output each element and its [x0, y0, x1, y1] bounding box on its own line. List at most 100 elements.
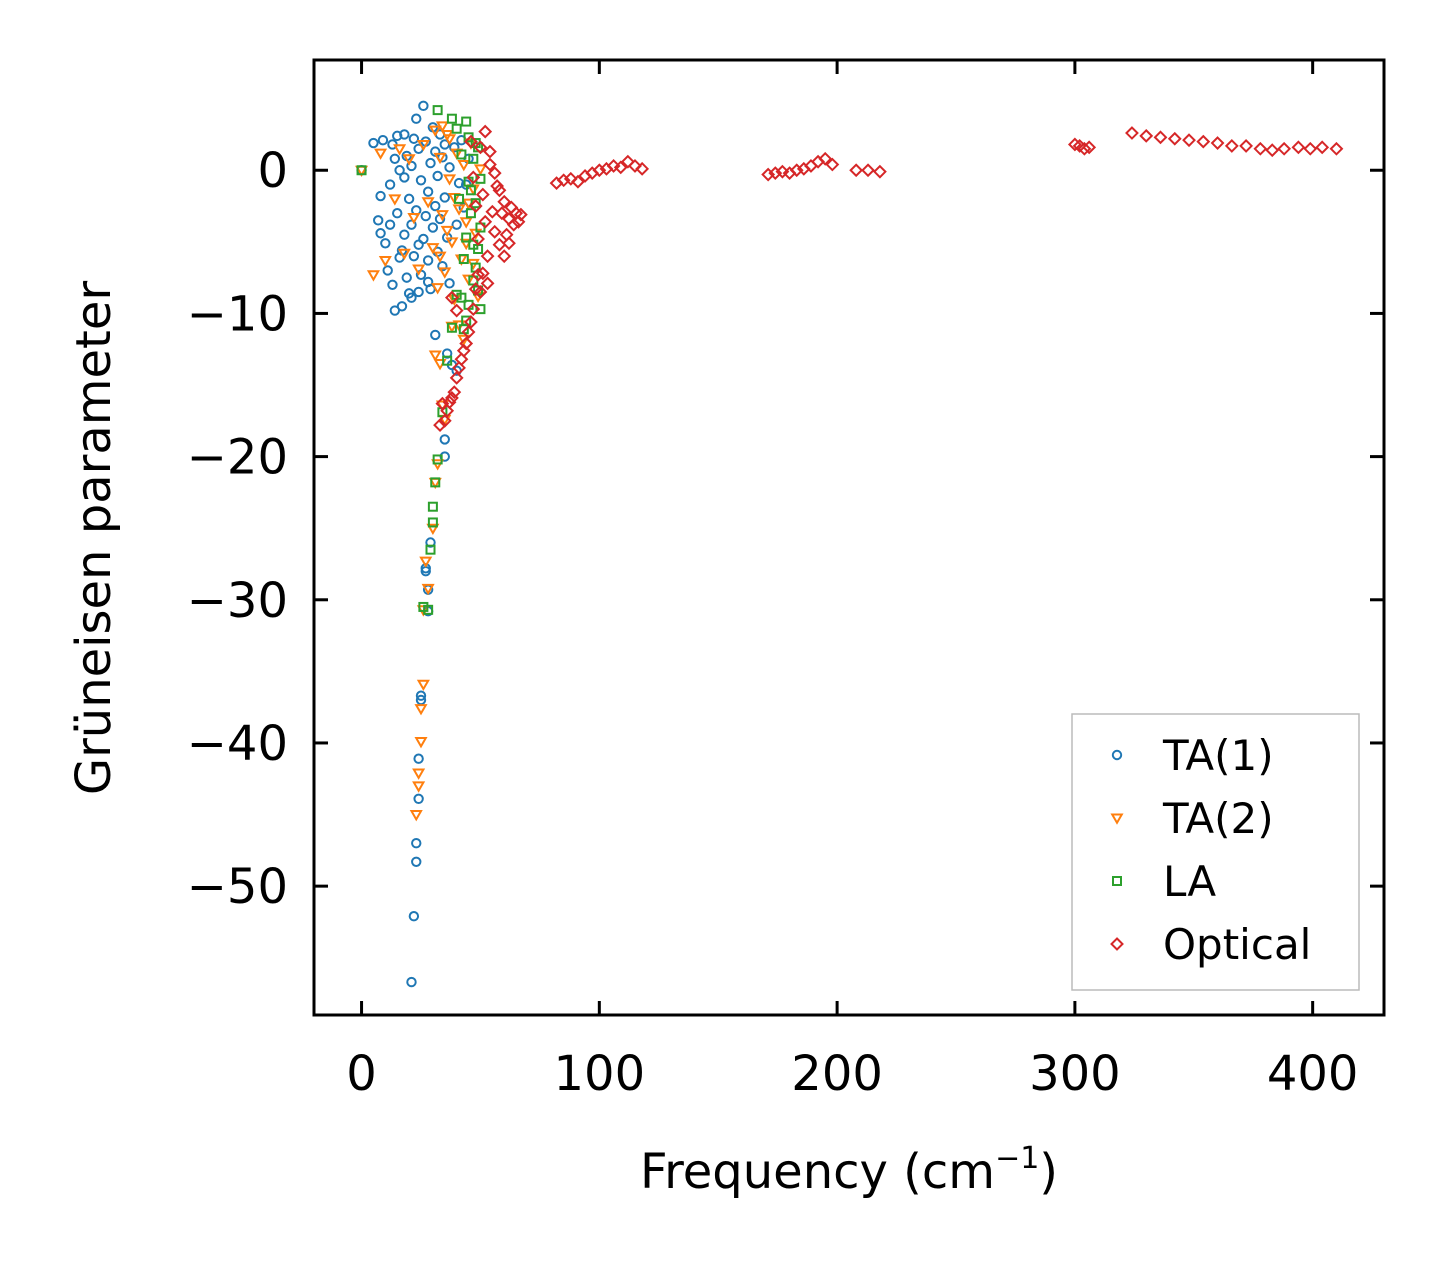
- data-point: [457, 160, 471, 172]
- data-point: [393, 144, 407, 156]
- data-point: [416, 679, 430, 692]
- data-point: [439, 451, 450, 462]
- data-point: [408, 250, 420, 262]
- data-point: [430, 200, 441, 212]
- legend-entry: TA(2): [1110, 794, 1274, 843]
- data-point: [1224, 138, 1239, 153]
- data-point: [422, 276, 434, 288]
- data-point: [825, 157, 840, 172]
- data-point: [406, 160, 417, 172]
- data-point: [451, 219, 462, 230]
- data-point: [1082, 140, 1097, 155]
- data-point: [415, 690, 427, 701]
- data-point: [399, 172, 410, 183]
- data-point: [456, 149, 467, 160]
- data-point: [356, 165, 367, 176]
- data-point: [490, 179, 505, 193]
- data-point: [427, 501, 438, 512]
- y-axis-title: Grüneisen parameter: [66, 281, 122, 796]
- data-point: [444, 162, 455, 173]
- data-point: [445, 237, 459, 249]
- data-point: [409, 810, 423, 822]
- ticks-layer: 0 100 200 300 400 0 −10 −20 −30 −40 −50: [187, 60, 1384, 1102]
- y-tick-label: −40: [187, 716, 288, 772]
- data-point: [425, 157, 436, 169]
- data-point: [483, 144, 497, 159]
- data-point: [392, 130, 403, 142]
- data-point: [459, 217, 473, 229]
- data-point: [768, 166, 783, 181]
- data-point: [861, 163, 875, 178]
- data-point: [1167, 131, 1182, 146]
- data-point: [506, 217, 521, 232]
- data-point: [375, 228, 386, 239]
- data-point: [375, 190, 386, 202]
- legend-label: LA: [1163, 857, 1216, 906]
- data-point: [1265, 143, 1280, 158]
- data-point: [403, 193, 415, 205]
- data-point: [439, 192, 450, 203]
- data-point: [413, 753, 424, 764]
- data-point: [418, 601, 429, 612]
- data-point: [433, 418, 447, 433]
- data-point: [414, 737, 428, 749]
- data-point: [447, 385, 462, 400]
- legend-label: Optical: [1163, 920, 1311, 969]
- x-tick-label: 200: [791, 1046, 883, 1102]
- data-point: [480, 276, 495, 291]
- data-point: [415, 175, 427, 186]
- data-point: [613, 160, 628, 175]
- data-point: [1139, 128, 1154, 143]
- data-point: [439, 434, 450, 445]
- legend-marker: [1111, 749, 1123, 761]
- data-point: [442, 134, 457, 146]
- data-point: [440, 225, 454, 238]
- data-point: [406, 976, 417, 988]
- data-point: [1196, 134, 1211, 149]
- data-point: [384, 179, 396, 190]
- data-point: [416, 139, 430, 152]
- series-optical: [433, 124, 1344, 433]
- data-point: [394, 165, 405, 176]
- data-point: [471, 232, 485, 246]
- data-point: [411, 856, 422, 867]
- data-point: [620, 154, 635, 169]
- data-point: [1182, 133, 1196, 148]
- data-point: [453, 177, 465, 189]
- data-point: [392, 208, 403, 219]
- data-point: [401, 272, 412, 283]
- data-point: [406, 219, 417, 230]
- data-point: [468, 153, 479, 164]
- data-point: [449, 142, 460, 153]
- data-point: [473, 164, 487, 176]
- data-point: [497, 194, 512, 209]
- data-point: [494, 206, 509, 221]
- y-tick-label: −20: [187, 430, 288, 486]
- data-point: [384, 219, 396, 230]
- data-point: [412, 768, 426, 780]
- data-point: [444, 390, 459, 405]
- data-point: [464, 134, 478, 149]
- data-point: [592, 163, 607, 178]
- data-point: [461, 116, 472, 127]
- y-tick-label: −10: [187, 286, 288, 342]
- data-point: [483, 157, 497, 172]
- data-point: [1077, 141, 1092, 156]
- data-point: [389, 305, 401, 316]
- data-point: [475, 187, 490, 202]
- data-point: [412, 781, 426, 793]
- data-point: [459, 336, 474, 351]
- data-point: [480, 249, 495, 264]
- data-point: [635, 161, 650, 176]
- legend-marker: [1110, 937, 1124, 951]
- data-point: [368, 137, 379, 149]
- data-point: [478, 214, 493, 229]
- data-point: [466, 170, 481, 185]
- data-point: [628, 159, 642, 173]
- x-tick-label: 0: [346, 1046, 377, 1102]
- data-point: [449, 370, 464, 385]
- data-point: [438, 267, 452, 279]
- data-point: [872, 164, 887, 179]
- data-point: [399, 129, 410, 140]
